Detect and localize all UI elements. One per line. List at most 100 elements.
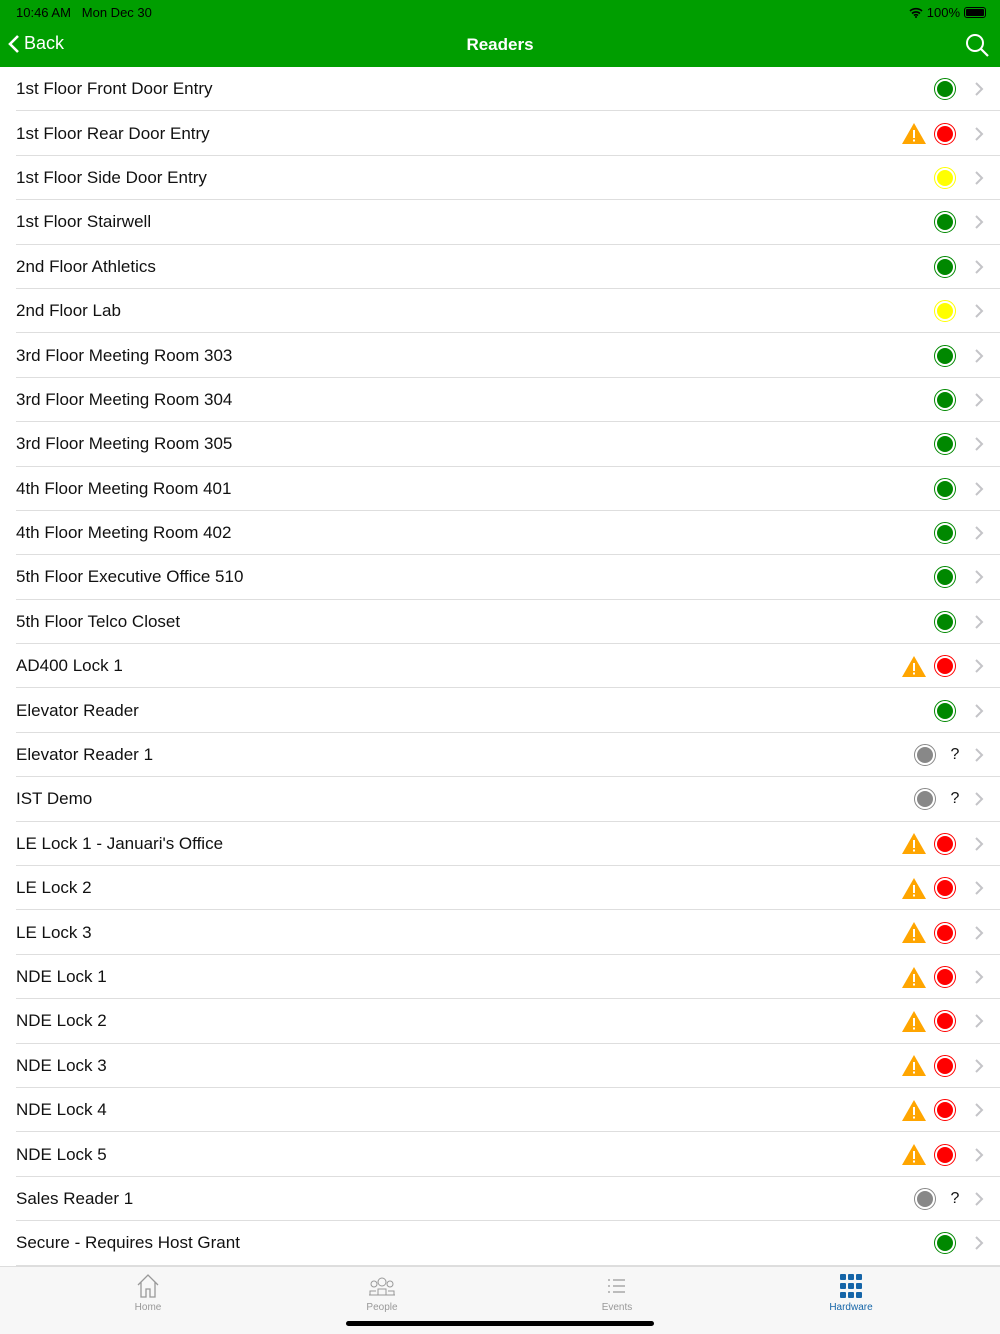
- tab-people[interactable]: People: [322, 1273, 442, 1313]
- reader-row[interactable]: NDE Lock 1: [0, 955, 1000, 1000]
- list-icon: [557, 1273, 677, 1299]
- status-offline-icon: [934, 655, 956, 678]
- reader-name: IST Demo: [16, 789, 93, 809]
- grid-icon: [791, 1273, 911, 1299]
- tab-events[interactable]: Events: [557, 1273, 677, 1313]
- reader-row[interactable]: 4th Floor Meeting Room 401: [0, 467, 1000, 512]
- reader-row[interactable]: 3rd Floor Meeting Room 303: [0, 333, 1000, 379]
- reader-name: LE Lock 3: [16, 922, 92, 942]
- reader-row[interactable]: LE Lock 1 - Januari's Office: [0, 822, 1000, 867]
- chevron-right-icon: [975, 126, 984, 141]
- reader-row[interactable]: NDE Lock 4: [0, 1088, 1000, 1133]
- status-online-icon: [934, 78, 956, 101]
- reader-row[interactable]: Elevator Reader 1?: [0, 733, 1000, 778]
- unknown-mark: ?: [950, 790, 960, 808]
- reader-name: 5th Floor Telco Closet: [16, 611, 181, 631]
- status-online-icon: [934, 388, 956, 411]
- status-offline-icon: [934, 1143, 956, 1166]
- chevron-right-icon: [975, 925, 984, 940]
- warning-icon: [902, 1099, 926, 1121]
- wifi-icon: [909, 7, 923, 18]
- reader-name: 3rd Floor Meeting Room 305: [16, 434, 233, 454]
- warning-icon: [902, 1144, 926, 1166]
- status-online-icon: [934, 211, 956, 234]
- reader-row[interactable]: NDE Lock 5: [0, 1132, 1000, 1178]
- chevron-right-icon: [975, 1236, 984, 1251]
- status-unknown-icon: [914, 744, 936, 767]
- unknown-mark: ?: [950, 746, 960, 764]
- chevron-right-icon: [975, 792, 984, 807]
- back-button[interactable]: Back: [8, 33, 64, 54]
- reader-name: 1st Floor Side Door Entry: [16, 167, 207, 187]
- reader-row[interactable]: LE Lock 3: [0, 910, 1000, 956]
- reader-row[interactable]: NDE Lock 2: [0, 999, 1000, 1044]
- reader-row[interactable]: IST Demo?: [0, 777, 1000, 823]
- reader-name: NDE Lock 5: [16, 1144, 107, 1164]
- reader-row[interactable]: Secure - Requires Host Grant: [0, 1221, 1000, 1266]
- home-icon: [88, 1273, 208, 1299]
- reader-row[interactable]: NDE Lock 3: [0, 1044, 1000, 1089]
- chevron-left-icon: [8, 34, 19, 53]
- warning-icon: [902, 922, 926, 944]
- reader-row[interactable]: Sales Reader 1?: [0, 1177, 1000, 1222]
- chevron-right-icon: [975, 304, 984, 318]
- reader-row[interactable]: 5th Floor Telco Closet: [0, 600, 1000, 645]
- reader-name: NDE Lock 4: [16, 1100, 107, 1120]
- chevron-right-icon: [975, 1014, 984, 1029]
- reader-row[interactable]: LE Lock 2: [0, 866, 1000, 911]
- status-offline-icon: [934, 1010, 956, 1033]
- reader-name: 3rd Floor Meeting Room 304: [16, 389, 233, 409]
- chevron-right-icon: [975, 1192, 984, 1206]
- status-online-icon: [934, 477, 956, 500]
- tab-label: Hardware: [829, 1302, 873, 1313]
- reader-row[interactable]: AD400 Lock 1: [0, 644, 1000, 689]
- reader-name: 2nd Floor Lab: [16, 301, 121, 321]
- reader-name: 2nd Floor Athletics: [16, 256, 156, 276]
- reader-name: 1st Floor Rear Door Entry: [16, 123, 210, 143]
- chevron-right-icon: [975, 1147, 984, 1162]
- search-icon[interactable]: [964, 32, 990, 58]
- status-warning-icon: [934, 166, 956, 189]
- status-online-icon: [934, 1232, 956, 1255]
- status-offline-icon: [934, 122, 956, 145]
- chevron-right-icon: [975, 881, 984, 895]
- reader-name: NDE Lock 2: [16, 1011, 107, 1031]
- chevron-right-icon: [975, 1059, 984, 1073]
- reader-name: Elevator Reader 1: [16, 745, 154, 765]
- chevron-right-icon: [975, 348, 984, 363]
- reader-row[interactable]: 1st Floor Stairwell: [0, 200, 1000, 245]
- reader-row[interactable]: 1st Floor Front Door Entry: [0, 67, 1000, 112]
- chevron-right-icon: [975, 837, 984, 851]
- status-online-icon: [934, 566, 956, 589]
- warning-icon: [902, 877, 926, 899]
- battery-icon: [964, 7, 986, 18]
- tab-label: Home: [134, 1302, 162, 1313]
- people-icon: [322, 1273, 442, 1299]
- reader-row[interactable]: 1st Floor Side Door Entry: [0, 156, 1000, 201]
- chevron-right-icon: [975, 703, 984, 718]
- reader-name: LE Lock 2: [16, 878, 92, 898]
- reader-row[interactable]: 3rd Floor Meeting Room 304: [0, 378, 1000, 423]
- status-warning-icon: [934, 300, 956, 323]
- warning-icon: [902, 833, 926, 855]
- page-title: Readers: [466, 35, 534, 54]
- reader-row[interactable]: 2nd Floor Athletics: [0, 245, 1000, 290]
- tab-home[interactable]: Home: [88, 1273, 208, 1313]
- status-offline-icon: [934, 832, 956, 855]
- status-online-icon: [934, 699, 956, 722]
- battery-percent: 100%: [926, 5, 960, 20]
- status-online-icon: [934, 344, 956, 367]
- reader-name: Sales Reader 1: [16, 1188, 134, 1208]
- reader-row[interactable]: 5th Floor Executive Office 510: [0, 555, 1000, 601]
- reader-row[interactable]: 2nd Floor Lab: [0, 289, 1000, 334]
- reader-name: NDE Lock 3: [16, 1055, 107, 1075]
- tab-label: Events: [601, 1302, 633, 1313]
- reader-row[interactable]: 4th Floor Meeting Room 402: [0, 511, 1000, 556]
- reader-row[interactable]: 1st Floor Rear Door Entry: [0, 111, 1000, 157]
- reader-row[interactable]: Elevator Reader: [0, 688, 1000, 734]
- nav-bar: Back Readers: [0, 24, 1000, 67]
- reader-row[interactable]: 3rd Floor Meeting Room 305: [0, 422, 1000, 467]
- status-online-icon: [934, 255, 956, 278]
- tab-hardware[interactable]: Hardware: [791, 1273, 911, 1313]
- chevron-right-icon: [975, 171, 984, 185]
